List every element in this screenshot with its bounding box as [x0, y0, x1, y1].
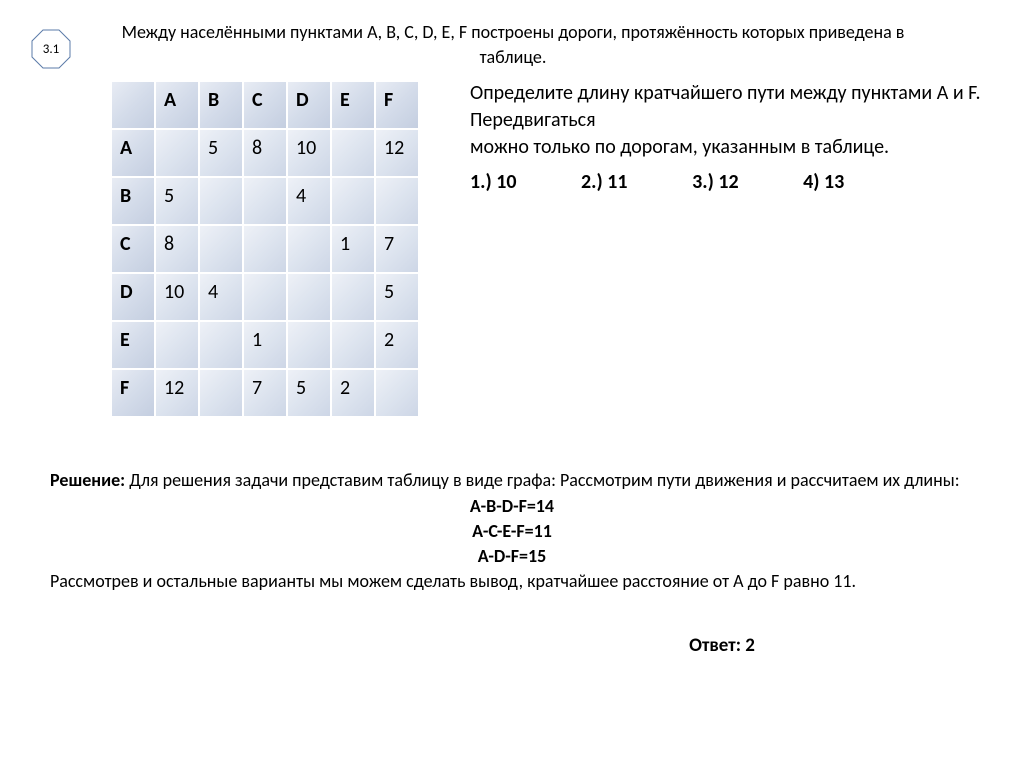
- solution-text: Для решения задачи представим таблицу в …: [125, 469, 959, 491]
- row-header: E: [112, 322, 154, 368]
- distance-table: A B C D E F A581012B54C817D1045E12F12752: [110, 80, 420, 418]
- table-cell: 8: [156, 226, 198, 272]
- table-cell: 4: [288, 178, 330, 224]
- table-cell: [288, 274, 330, 320]
- table-corner: [112, 82, 154, 128]
- question-line: можно только по дорогам, указанным в таб…: [470, 134, 990, 161]
- table-cell: [288, 226, 330, 272]
- col-header: C: [244, 82, 286, 128]
- option: 1.) 10: [470, 169, 517, 196]
- col-header: A: [156, 82, 198, 128]
- table-cell: [244, 178, 286, 224]
- solution-lead: Решение: Для решения задачи представим т…: [50, 468, 974, 493]
- table-cell: 5: [156, 178, 198, 224]
- table-cell: 1: [332, 226, 374, 272]
- solution-path: A-D-F=15: [30, 544, 994, 569]
- table-cell: [244, 274, 286, 320]
- table-cell: [200, 226, 242, 272]
- table-cell: [288, 322, 330, 368]
- table-cell: 4: [200, 274, 242, 320]
- table-cell: [376, 178, 418, 224]
- task-title: Между населёнными пунктами A, B, C, D, E…: [112, 20, 914, 70]
- option: 2.) 11: [581, 169, 628, 196]
- table-cell: 1: [244, 322, 286, 368]
- answer-options: 1.) 10 2.) 11 3.) 12 4) 13: [470, 169, 990, 196]
- table-cell: 8: [244, 130, 286, 176]
- table-cell: 7: [244, 370, 286, 416]
- row-header: B: [112, 178, 154, 224]
- table-cell: [200, 322, 242, 368]
- table-cell: [244, 226, 286, 272]
- row-header: F: [112, 370, 154, 416]
- table-cell: 10: [156, 274, 198, 320]
- table-cell: [200, 178, 242, 224]
- table-cell: 5: [376, 274, 418, 320]
- table-cell: [332, 130, 374, 176]
- solution-label: Решение:: [50, 469, 125, 491]
- table-cell: [332, 178, 374, 224]
- question-block: Определите длину кратчайшего пути между …: [470, 80, 990, 196]
- col-header: E: [332, 82, 374, 128]
- table-cell: [332, 322, 374, 368]
- table-cell: 5: [200, 130, 242, 176]
- row-header: C: [112, 226, 154, 272]
- option: 3.) 12: [692, 169, 739, 196]
- col-header: B: [200, 82, 242, 128]
- solution-conclusion: Рассмотрев и остальные варианты мы можем…: [50, 569, 974, 594]
- col-header: D: [288, 82, 330, 128]
- table-cell: [332, 274, 374, 320]
- table-cell: 2: [332, 370, 374, 416]
- table-cell: [200, 370, 242, 416]
- solution-block: Решение: Для решения задачи представим т…: [30, 468, 994, 594]
- row-header: D: [112, 274, 154, 320]
- table-cell: [156, 130, 198, 176]
- option: 4) 13: [803, 169, 844, 196]
- task-number-badge: 3.1: [30, 28, 72, 70]
- table-cell: 5: [288, 370, 330, 416]
- final-answer: Ответ: 2: [450, 634, 994, 657]
- col-header: F: [376, 82, 418, 128]
- table-cell: 12: [156, 370, 198, 416]
- table-cell: [376, 370, 418, 416]
- task-number: 3.1: [43, 42, 59, 57]
- solution-path: A-B-D-F=14: [30, 494, 994, 519]
- table-cell: [156, 322, 198, 368]
- table-cell: 10: [288, 130, 330, 176]
- solution-path: A-C-E-F=11: [30, 519, 994, 544]
- table-cell: 2: [376, 322, 418, 368]
- question-line: Определите длину кратчайшего пути между …: [470, 80, 990, 134]
- row-header: A: [112, 130, 154, 176]
- table-cell: 12: [376, 130, 418, 176]
- table-cell: 7: [376, 226, 418, 272]
